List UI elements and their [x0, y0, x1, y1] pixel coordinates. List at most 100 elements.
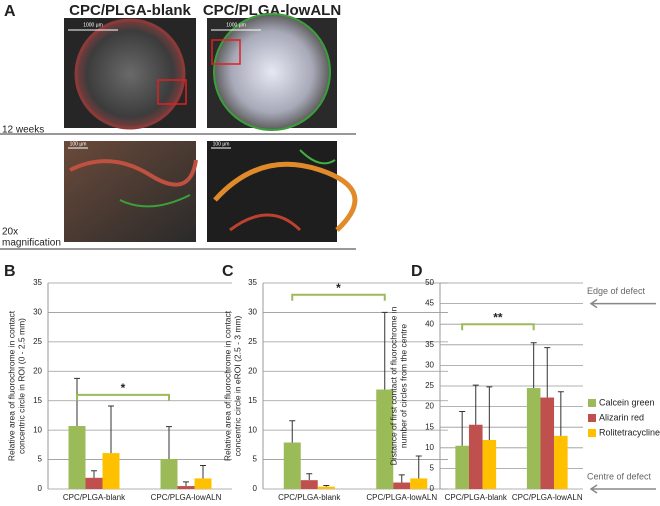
error-bar	[323, 484, 330, 487]
micrograph	[207, 141, 358, 242]
significance-label: *	[121, 381, 126, 395]
y-tick-label: 10	[248, 425, 257, 434]
y-tick-label: 20	[425, 402, 434, 411]
error-bar	[486, 386, 493, 440]
y-axis-label: concentric circle in ROI (0 - 2.5 mm)	[16, 318, 26, 454]
y-axis-label: concentric circle in eROI (2.5 - 3 mm)	[232, 315, 242, 456]
bar	[455, 445, 469, 489]
error-bar	[398, 474, 405, 483]
y-tick-label: 15	[33, 396, 42, 405]
y-tick-label: 30	[33, 308, 42, 317]
error-bar	[530, 342, 537, 389]
y-tick-label: 0	[38, 484, 43, 493]
bar	[177, 486, 195, 489]
x-tick-label: CPC/PLGA-lowALN	[512, 493, 583, 502]
bar	[194, 478, 212, 489]
panel-label: A	[4, 3, 16, 20]
panel-label: B	[4, 263, 16, 280]
error-bar	[306, 473, 313, 481]
y-tick-label: 10	[425, 443, 434, 452]
bar	[160, 458, 178, 489]
error-bar	[108, 405, 114, 454]
x-tick-label: CPC/PLGA-lowALN	[366, 493, 437, 502]
y-tick-label: 30	[425, 361, 434, 370]
scale-bar-label: 100 µm	[70, 141, 87, 147]
y-tick-label: 5	[430, 464, 435, 473]
annotation: Centre of defect	[587, 471, 652, 481]
significance-bracket	[461, 323, 535, 331]
y-axis-label: number of circles from the centre	[398, 324, 408, 449]
y-tick-label: 0	[430, 484, 435, 493]
y-tick-label: 10	[33, 425, 42, 434]
panel-label: D	[411, 263, 423, 280]
legend-swatch	[588, 399, 596, 407]
micrograph	[64, 18, 196, 130]
y-tick-label: 25	[425, 381, 434, 390]
bar	[410, 478, 428, 489]
x-tick-label: CPC/PLGA-lowALN	[151, 493, 222, 502]
y-tick-label: 25	[33, 337, 42, 346]
bar	[300, 480, 318, 489]
scale-bar-label: 1000 µm	[226, 22, 246, 28]
y-tick-label: 35	[248, 278, 257, 287]
y-tick-label: 35	[425, 340, 434, 349]
error-bar	[381, 311, 388, 390]
legend-swatch	[588, 429, 596, 437]
y-axis-label: Distance of first contact of fluorochrom…	[388, 306, 398, 465]
bar	[317, 486, 335, 489]
bar	[540, 397, 555, 489]
y-tick-label: 20	[248, 366, 257, 375]
annotation-arrow	[589, 484, 656, 494]
legend-label: Calcein green	[599, 397, 655, 407]
x-tick-label: CPC/PLGA-blank	[63, 493, 126, 502]
y-tick-label: 30	[248, 308, 257, 317]
error-bar	[415, 455, 422, 479]
y-tick-label: 15	[248, 396, 257, 405]
scale-bar-label: 100 µm	[213, 141, 230, 147]
y-axis-label: Relative area of fluorochrome in contact	[6, 310, 16, 461]
error-bar	[91, 470, 97, 478]
bar	[376, 389, 394, 489]
bar	[283, 442, 301, 489]
y-tick-label: 5	[253, 455, 258, 464]
y-tick-label: 45	[425, 299, 434, 308]
y-tick-label: 50	[425, 278, 434, 287]
significance-bracket	[76, 393, 170, 401]
legend-label: Rolitetracycline	[599, 427, 660, 437]
legend-swatch	[588, 414, 596, 422]
bar	[393, 482, 411, 489]
bar	[526, 388, 541, 489]
y-tick-label: 20	[33, 366, 42, 375]
legend-label: Alizarin red	[599, 412, 644, 422]
bar	[102, 453, 120, 489]
row-label: 20x	[2, 227, 18, 238]
row-label: magnification	[2, 238, 61, 249]
annotation: Edge of defect	[587, 286, 646, 296]
error-bar	[544, 347, 551, 398]
panel-title: CPC/PLGA-lowALN	[203, 2, 341, 19]
y-axis-label: Relative area of fluorochrome in contact	[222, 310, 232, 461]
significance-label: *	[336, 281, 341, 295]
x-tick-label: CPC/PLGA-blank	[445, 493, 508, 502]
annotation-arrow	[589, 298, 656, 309]
error-bar	[557, 391, 564, 436]
panel-label: C	[222, 263, 234, 280]
y-tick-label: 15	[425, 422, 434, 431]
bar	[68, 426, 86, 489]
significance-bracket	[291, 293, 386, 301]
error-bar	[200, 464, 206, 479]
error-bar	[74, 377, 80, 427]
error-bar	[166, 426, 172, 459]
bar	[554, 435, 568, 489]
micrograph	[64, 141, 198, 242]
bar	[482, 439, 497, 489]
micrograph	[207, 13, 337, 131]
y-tick-label: 5	[38, 455, 43, 464]
error-bar	[459, 411, 466, 446]
bar	[468, 424, 483, 489]
scale-bar-label: 1000 µm	[83, 22, 103, 28]
bar	[85, 477, 103, 489]
y-tick-label: 0	[253, 484, 258, 493]
error-bar	[183, 481, 189, 487]
